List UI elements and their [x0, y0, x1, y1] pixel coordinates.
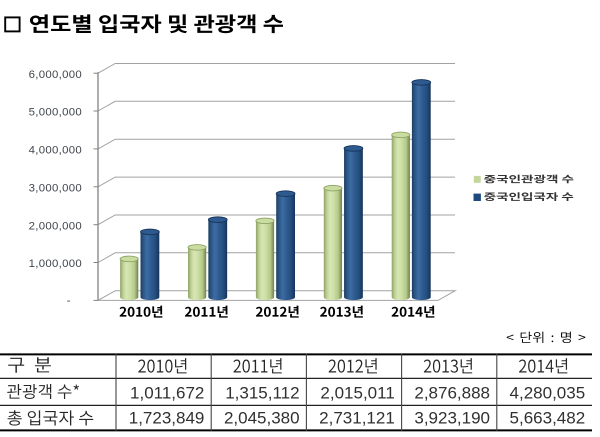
svg-text:6,000,000: 6,000,000 [29, 69, 82, 81]
svg-text:2,045,380: 2,045,380 [224, 409, 300, 428]
svg-text:4,280,035: 4,280,035 [510, 383, 586, 402]
svg-text:2,015,011: 2,015,011 [320, 383, 394, 402]
svg-text:2,731,121: 2,731,121 [319, 409, 395, 428]
svg-text:2,876,888: 2,876,888 [414, 383, 490, 402]
svg-text:3,923,190: 3,923,190 [414, 409, 490, 428]
svg-text:-: - [67, 295, 71, 307]
svg-text:3,000,000: 3,000,000 [29, 182, 82, 194]
svg-text:1,011,672: 1,011,672 [130, 383, 204, 402]
svg-text:2,000,000: 2,000,000 [29, 220, 82, 232]
svg-text:5,000,000: 5,000,000 [29, 107, 82, 119]
svg-text:1,723,849: 1,723,849 [129, 409, 205, 428]
svg-text:1,000,000: 1,000,000 [29, 258, 82, 270]
svg-text:5,663,482: 5,663,482 [510, 409, 586, 428]
svg-text:4,000,000: 4,000,000 [29, 145, 82, 157]
svg-text:1,315,112: 1,315,112 [225, 383, 299, 402]
